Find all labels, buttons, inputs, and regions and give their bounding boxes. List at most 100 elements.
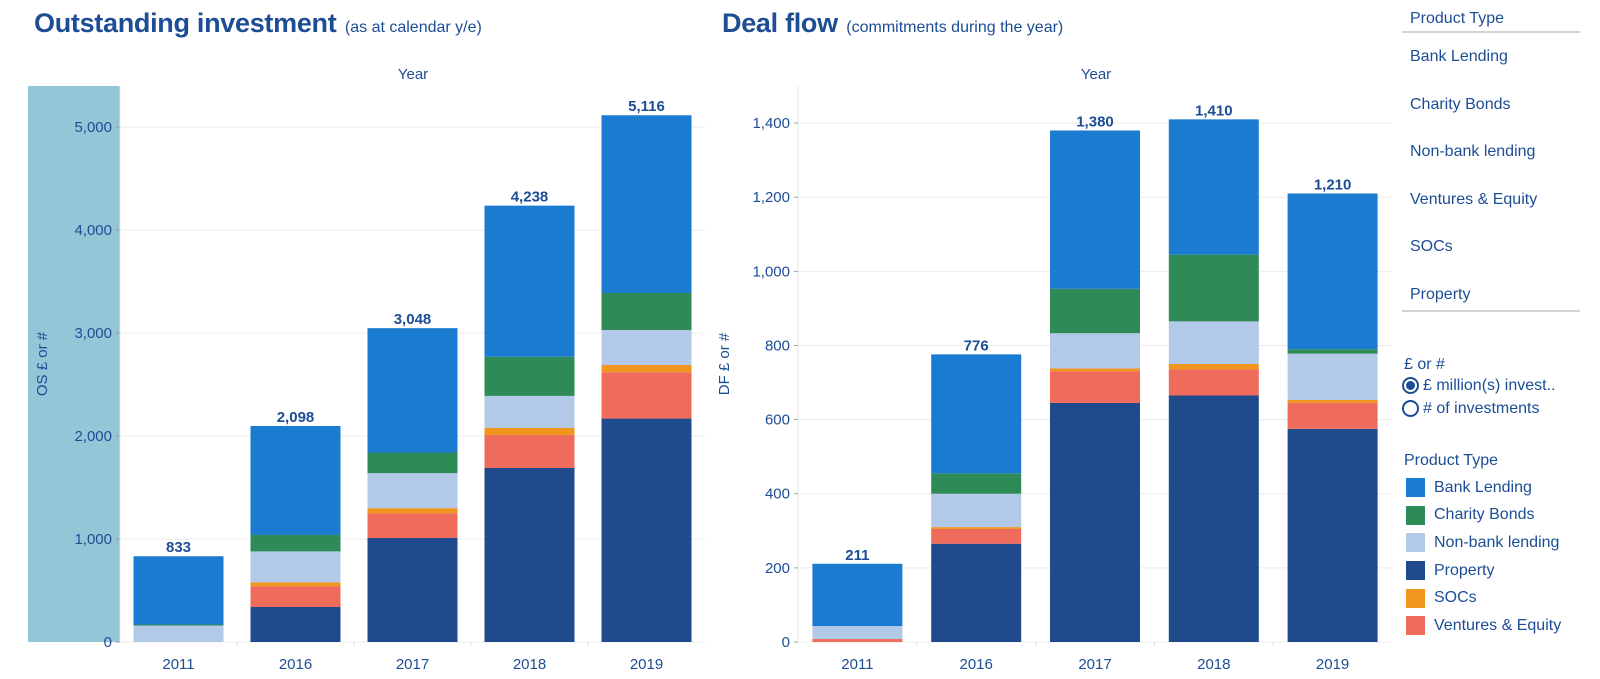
column-header: Year	[398, 66, 428, 83]
bar-segment	[1287, 399, 1378, 403]
filter-item-property[interactable]: Property	[1410, 285, 1471, 303]
bar-total-label: 1,380	[1076, 113, 1114, 130]
bar-segment	[601, 418, 692, 642]
bar-segment	[367, 452, 458, 474]
bar-segment	[133, 625, 224, 642]
legend-label: Ventures & Equity	[1434, 616, 1562, 634]
outstanding-investment-chart: Year 0 1,000 2,000 3,000 4,000 5,000 OS £ or # 8…	[28, 66, 705, 673]
deal-flow-title-main: Deal flow	[722, 8, 838, 38]
bar-segment	[250, 606, 341, 642]
x-tick-label: 2017	[396, 656, 429, 673]
bar-segment	[812, 563, 903, 627]
outstanding-investment-title: Outstanding investment (as at calendar y…	[34, 8, 482, 39]
bar-segment	[1168, 364, 1259, 370]
bar-segment	[1168, 369, 1259, 396]
bar-segment	[250, 534, 341, 552]
legend-title: Product Type	[1404, 452, 1498, 469]
product-type-filter: Product Type Bank Lending Charity Bonds …	[1402, 10, 1580, 312]
bar-segment	[931, 354, 1022, 474]
bar-segment	[601, 292, 692, 331]
bar-segment	[1050, 371, 1140, 403]
bar-segment	[250, 425, 341, 535]
y-tick-label: 4,000	[74, 222, 112, 239]
bar-segment	[931, 527, 1022, 529]
y-tick-label: 5,000	[74, 119, 112, 136]
filter-item-ventures-equity[interactable]: Ventures & Equity	[1410, 190, 1538, 208]
filter-item-charity-bonds[interactable]: Charity Bonds	[1410, 95, 1511, 113]
x-tick-label: 2018	[513, 656, 546, 673]
measure-option-amount[interactable]: £ million(s) invest..	[1402, 374, 1580, 397]
x-tick-label: 2016	[960, 656, 993, 673]
bar-segment	[1050, 333, 1140, 369]
bar-segment	[812, 626, 903, 640]
bar-segment	[931, 528, 1022, 544]
bar-segment	[484, 467, 575, 642]
bar-segment	[1168, 395, 1259, 642]
bar-segment	[931, 473, 1022, 494]
deal-flow-title-sub: (commitments during the year)	[846, 19, 1064, 36]
filter-item-socs[interactable]: SOCs	[1410, 238, 1453, 255]
legend-swatch	[1406, 616, 1425, 636]
bar-segment	[250, 582, 341, 587]
bar-total-label: 1,210	[1314, 176, 1352, 193]
bar-segment	[367, 508, 458, 514]
bar-segment	[367, 328, 458, 453]
deal-flow-chart: Year 0 200 400 600 800 1,000 1,200 1,400 DF £ or …	[716, 66, 1392, 673]
legend-swatch	[1406, 561, 1425, 581]
legend-item[interactable]: Ventures & Equity	[1402, 612, 1580, 640]
legend-item[interactable]: Property	[1402, 557, 1580, 585]
x-tick-label: 2011	[841, 656, 873, 673]
radio-unselected-icon[interactable]	[1402, 400, 1419, 417]
bar-segment	[484, 435, 575, 468]
filter-item-non-bank-lending[interactable]: Non-bank lending	[1410, 143, 1536, 160]
bar-segment	[1287, 402, 1378, 429]
bar-segment	[1168, 321, 1259, 364]
legend-label: Bank Lending	[1434, 478, 1532, 496]
bar-segment	[1050, 130, 1140, 289]
filter-title: Product Type	[1402, 10, 1580, 33]
bar-segment	[133, 556, 224, 625]
bar-segment	[484, 205, 575, 357]
legend-item[interactable]: Non-bank lending	[1402, 529, 1580, 557]
bar-total-label: 2,098	[277, 409, 315, 426]
y-axis-label: OS £ or #	[34, 331, 51, 396]
legend-item[interactable]: Bank Lending	[1402, 474, 1580, 502]
legend-label: SOCs	[1434, 589, 1477, 607]
y-tick-label: 200	[765, 560, 790, 577]
column-header: Year	[1081, 66, 1111, 83]
bar-segment	[250, 586, 341, 607]
bar-total-label: 5,116	[628, 98, 665, 115]
filter-item-bank-lending[interactable]: Bank Lending	[1410, 48, 1508, 65]
bar-segment	[1287, 428, 1378, 642]
outstanding-investment-title-main: Outstanding investment	[34, 8, 337, 38]
charts-canvas: Year 0 1,000 2,000 3,000 4,000 5,000 OS £ or # 8…	[28, 66, 1392, 673]
bar-total-label: 4,238	[511, 189, 549, 206]
y-tick-label: 1,000	[74, 531, 112, 548]
bar-total-label: 776	[964, 337, 989, 354]
legend-item[interactable]: SOCs	[1402, 584, 1580, 612]
bar-segment	[250, 551, 341, 583]
bar-segment	[484, 395, 575, 428]
bar-segment	[1287, 193, 1378, 350]
measure-option-count[interactable]: # of investments	[1402, 397, 1580, 420]
legend-item[interactable]: Charity Bonds	[1402, 502, 1580, 530]
y-tick-label: 400	[765, 486, 790, 503]
bar-segment	[1168, 119, 1259, 255]
x-tick-label: 2019	[630, 656, 663, 673]
legend-swatch	[1406, 533, 1425, 553]
bar-segment	[931, 493, 1022, 528]
bar-segment	[1287, 353, 1378, 400]
bar-segment	[367, 513, 458, 539]
legend-swatch	[1406, 478, 1425, 498]
legend-swatch	[1406, 588, 1425, 608]
measure-option-count-label: # of investments	[1423, 399, 1540, 417]
bar-segment	[1287, 349, 1378, 354]
radio-selected-icon[interactable]	[1402, 377, 1419, 394]
outstanding-investment-title-sub: (as at calendar y/e)	[344, 19, 482, 36]
bar-segment	[367, 538, 458, 642]
x-tick-label: 2019	[1316, 656, 1349, 673]
bar-segment	[484, 427, 575, 436]
x-tick-label: 2017	[1078, 656, 1111, 673]
legend-swatch	[1406, 505, 1425, 525]
bar-segment	[812, 639, 903, 642]
